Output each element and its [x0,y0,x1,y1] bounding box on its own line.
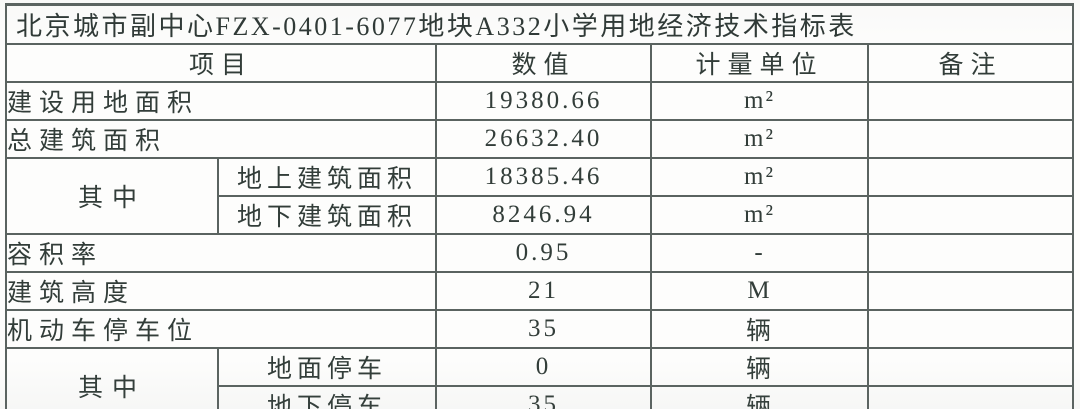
table-row: 建设用地面积 19380.66 m² [5,81,1074,121]
table-row: 其中 地上建筑面积 18385.46 m² [5,157,1074,235]
table-row: 地下停车 35 辆 [6,385,1074,409]
row-note-empty [867,271,1074,311]
merged-group-label: 其中 [5,347,219,409]
table-row: 机动车停车位 35 辆 [5,309,1074,349]
row-item-label: 建设用地面积 [5,81,437,121]
row-unit: 辆 [650,347,869,387]
row-note-empty [867,233,1074,273]
table-row: 地下建筑面积 8246.94 m² [6,195,1074,235]
row-value: 21 [435,271,652,311]
row-item-label: 机动车停车位 [5,309,437,349]
row-item-label: 容积率 [5,233,437,273]
row-note-empty [867,347,1074,387]
row-note-empty [867,119,1074,159]
table-row: 总建筑面积 26632.40 m² [5,119,1074,159]
row-unit: m² [650,119,869,159]
row-value: 26632.40 [435,119,652,159]
row-note-empty [867,81,1074,121]
column-header-item: 项目 [5,43,437,83]
row-subitem-label: 地下建筑面积 [217,195,437,235]
row-note-empty [867,157,1074,197]
column-header-value: 数值 [435,43,652,83]
row-note-empty [867,195,1074,235]
row-subitem-label: 地上建筑面积 [217,157,437,197]
row-subitem-label: 地面停车 [217,347,437,387]
row-value: 19380.66 [435,81,652,121]
column-header-unit: 计量单位 [650,43,869,83]
table-title: 北京城市副中心FZX-0401-6077地块A332小学用地经济技术指标表 [5,3,1074,45]
row-unit: - [650,233,869,273]
economic-technical-indicator-table: 北京城市副中心FZX-0401-6077地块A332小学用地经济技术指标表 项目… [5,3,1074,409]
row-value: 35 [435,385,652,409]
row-unit: m² [650,81,869,121]
row-value: 8246.94 [435,195,652,235]
merged-group-label: 其中 [5,157,219,235]
table-row: 建筑高度 21 M [5,271,1074,311]
row-unit: 辆 [650,385,869,409]
row-value: 0.95 [435,233,652,273]
column-header-note: 备注 [867,43,1074,83]
row-note-empty [867,385,1074,409]
table-row: 其中 地面停车 0 辆 [5,347,1074,409]
row-item-label: 建筑高度 [5,271,437,311]
row-unit: m² [650,157,869,197]
row-unit: 辆 [650,309,869,349]
row-value: 18385.46 [435,157,652,197]
row-item-label: 总建筑面积 [5,119,437,159]
row-unit: m² [650,195,869,235]
row-subitem-label: 地下停车 [217,385,437,409]
row-value: 0 [435,347,652,387]
row-value: 35 [435,309,652,349]
row-unit: M [650,271,869,311]
row-note-empty [867,309,1074,349]
table-row: 容积率 0.95 - [5,233,1074,273]
